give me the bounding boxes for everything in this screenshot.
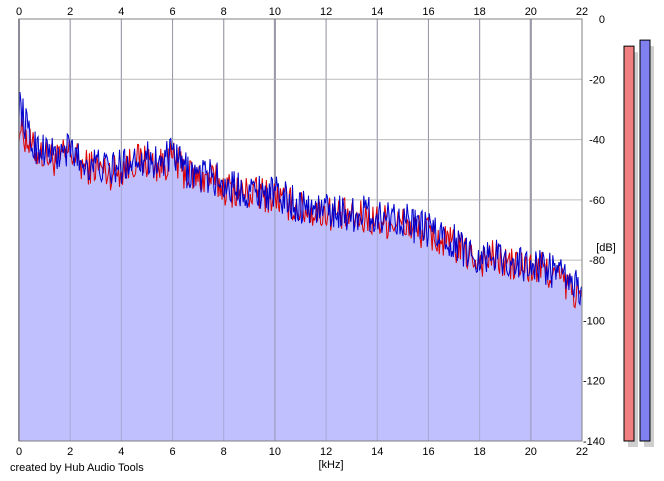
x-tick-label-bottom: 22 <box>576 446 588 458</box>
x-tick-label-top: 20 <box>525 6 537 18</box>
y-tick-label: -60 <box>589 195 605 207</box>
x-tick-label-top: 8 <box>221 6 227 18</box>
x-tick-label-top: 16 <box>422 6 434 18</box>
plot-border <box>18 18 583 442</box>
y-tick-labels: 0 -20 -40 -60 -80 -100 -120 -140 <box>583 14 605 448</box>
x-tick-label-top: 14 <box>371 6 383 18</box>
x-tick-label-bottom: 10 <box>269 446 281 458</box>
x-tick-label-top: 10 <box>269 6 281 18</box>
plot-area <box>18 18 583 442</box>
x-tick-label-top: 12 <box>320 6 332 18</box>
y-tick-label: -140 <box>583 436 605 448</box>
x-tick-label-bottom: 8 <box>221 446 227 458</box>
x-tick-label-top: 4 <box>118 6 124 18</box>
x-tick-label-top: 2 <box>67 6 73 18</box>
spectrum-fill <box>19 92 582 441</box>
y-tick-label: -100 <box>583 315 605 327</box>
series-line-red <box>18 112 583 309</box>
credit-text: created by Hub Audio Tools <box>10 462 144 474</box>
y-axis-label: [dB] <box>596 242 616 254</box>
x-tick-label-bottom: 20 <box>525 446 537 458</box>
y-tick-label: 0 <box>599 14 605 26</box>
series-line-blue <box>18 91 583 307</box>
x-tick-label-top: 0 <box>16 6 22 18</box>
x-tick-label-top: 6 <box>169 6 175 18</box>
x-tick-label-bottom: 18 <box>474 446 486 458</box>
x-tick-label-bottom: 14 <box>371 446 383 458</box>
x-axis-label: [kHz] <box>318 459 343 471</box>
y-tick-label: -120 <box>583 376 605 388</box>
x-tick-label-top: 22 <box>576 6 588 18</box>
level-meter-bar <box>639 39 651 442</box>
x-tick-label-bottom: 4 <box>118 446 124 458</box>
y-tick-label: -40 <box>589 135 605 147</box>
x-tick-label-bottom: 0 <box>16 446 22 458</box>
x-tick-label-bottom: 12 <box>320 446 332 458</box>
level-meter-bar <box>623 45 635 442</box>
x-tick-label-top: 18 <box>474 6 486 18</box>
y-tick-label: -80 <box>589 255 605 267</box>
level-meters <box>623 39 654 447</box>
y-tick-label: -20 <box>589 74 605 86</box>
x-tick-label-bottom: 2 <box>67 446 73 458</box>
x-tick-label-bottom: 6 <box>169 446 175 458</box>
x-tick-label-bottom: 16 <box>422 446 434 458</box>
